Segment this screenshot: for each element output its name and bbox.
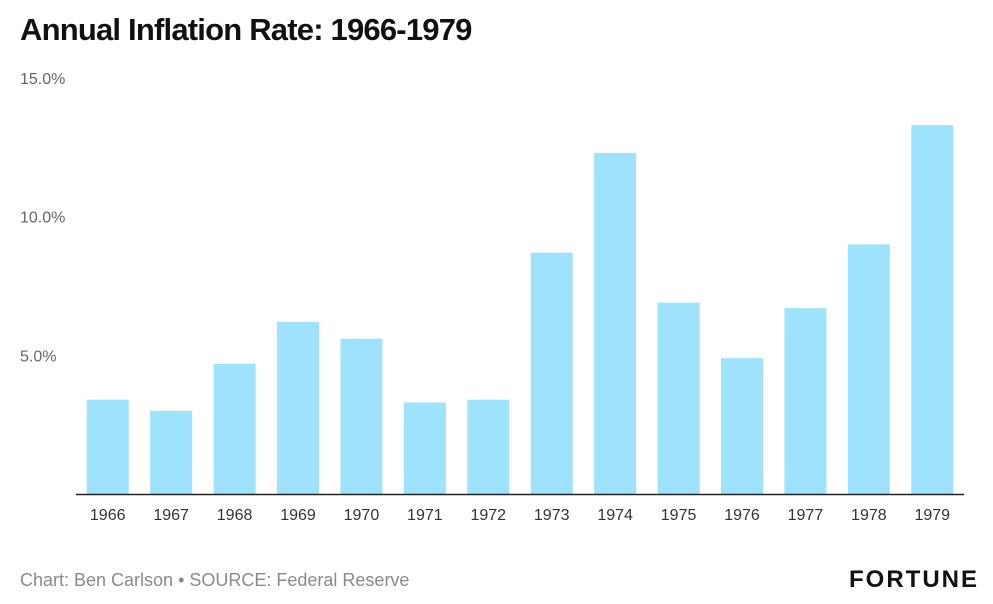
x-tick-label: 1968 xyxy=(217,507,253,524)
x-tick-label: 1970 xyxy=(344,507,380,524)
bar-1971 xyxy=(403,402,446,494)
y-tick-label: 10.0% xyxy=(20,210,65,227)
x-tick-label: 1976 xyxy=(724,507,760,524)
x-tick-label: 1978 xyxy=(851,507,887,524)
x-tick-label: 1966 xyxy=(90,507,126,524)
x-tick-label: 1969 xyxy=(280,507,316,524)
bar-1967 xyxy=(150,410,193,494)
bars xyxy=(86,125,954,494)
y-tick-label: 15.0% xyxy=(20,71,65,88)
x-tick-label: 1977 xyxy=(788,507,824,524)
x-tick-label: 1974 xyxy=(597,507,633,524)
bar-1979 xyxy=(911,125,954,494)
bar-chart: 5.0%10.0%15.0% 1966 1967 1968 1969 1970 1971 1… xyxy=(20,71,964,524)
bar-1978 xyxy=(847,244,890,494)
bar-1968 xyxy=(213,363,256,494)
bar-1972 xyxy=(467,399,510,494)
bar-1977 xyxy=(784,308,827,494)
chart-title: Annual Inflation Rate: 1966-1979 xyxy=(20,12,472,47)
bar-1976 xyxy=(721,358,763,494)
x-tick-label: 1971 xyxy=(407,507,443,524)
x-tick-label: 1975 xyxy=(661,507,697,524)
bar-1969 xyxy=(277,322,319,494)
bar-1974 xyxy=(594,152,637,494)
x-tick-label: 1979 xyxy=(914,507,950,524)
x-tick-label: 1973 xyxy=(534,507,570,524)
x-tick-label: 1967 xyxy=(153,507,189,524)
source-credit: Chart: Ben Carlson • SOURCE: Federal Res… xyxy=(20,570,410,590)
bar-1973 xyxy=(530,252,573,494)
bar-1966 xyxy=(86,399,129,494)
bar-1970 xyxy=(340,338,383,494)
x-tick-label: 1972 xyxy=(470,507,506,524)
x-axis-tick-labels: 1966 1967 1968 1969 1970 1971 1972 1973 1974 1975… xyxy=(90,507,950,524)
y-axis-tick-labels: 5.0% 10.0% 15.0% xyxy=(20,71,65,365)
bar-1975 xyxy=(657,302,700,494)
y-tick-label: 5.0% xyxy=(20,348,56,365)
fortune-logo: FORTUNE xyxy=(849,566,979,593)
